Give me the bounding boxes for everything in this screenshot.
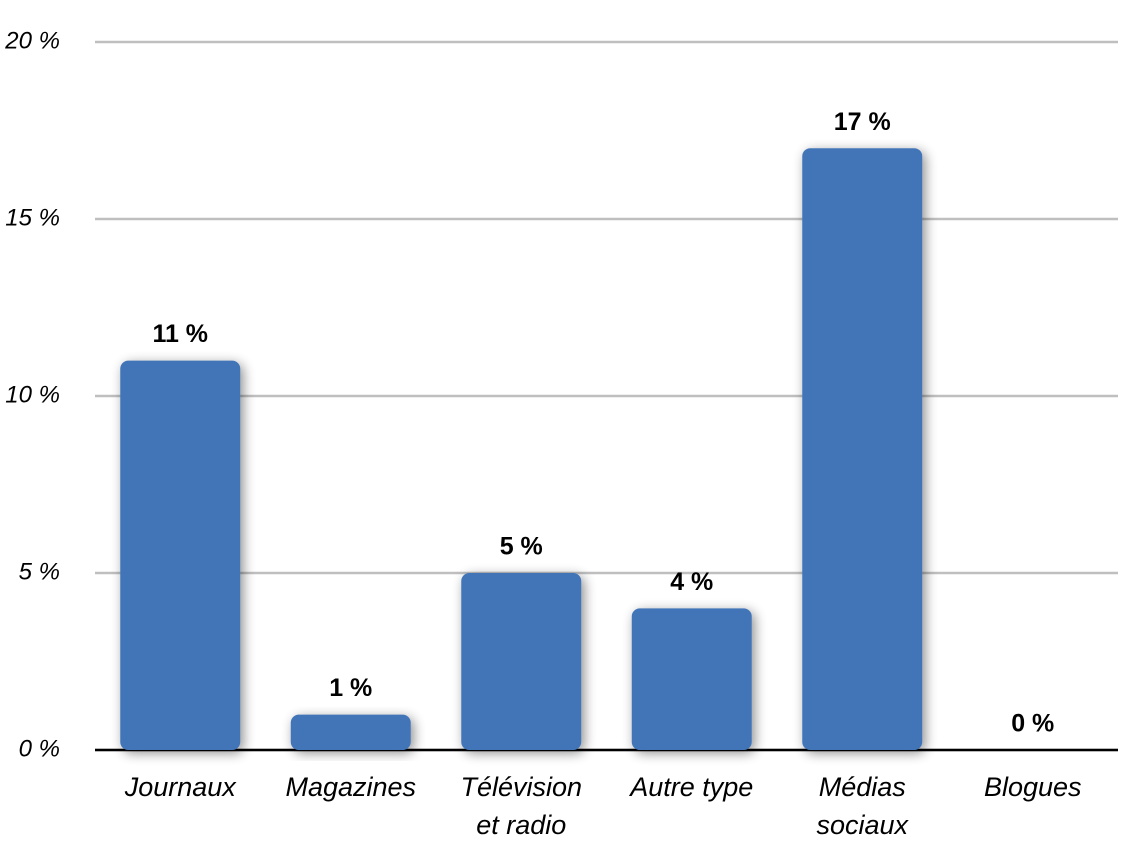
bar (802, 148, 923, 750)
value-label: 17 % (834, 108, 891, 136)
y-tick-label: 5 % (19, 558, 60, 585)
y-tick-label: 15 % (5, 204, 60, 231)
value-label: 0 % (1011, 710, 1054, 738)
bar (120, 360, 241, 750)
value-label: 11 % (152, 320, 208, 348)
y-tick-label: 0 % (19, 735, 60, 762)
x-tick-label: Autre type (630, 772, 754, 802)
bar (631, 608, 752, 750)
value-label: 5 % (500, 533, 543, 561)
y-tick-label: 10 % (5, 381, 60, 408)
x-tick-label: Journaux (124, 772, 236, 802)
x-tick-label: Télévision et radio (460, 772, 583, 840)
x-tick-label: Blogues (983, 772, 1082, 802)
value-label: 1 % (329, 674, 372, 702)
bar (461, 573, 582, 750)
value-label: 4 % (670, 568, 713, 596)
bar (290, 714, 411, 750)
x-tick-label: Médias sociaux (816, 772, 909, 840)
x-tick-label: Magazines (285, 772, 417, 802)
y-tick-label: 20 % (4, 27, 60, 54)
